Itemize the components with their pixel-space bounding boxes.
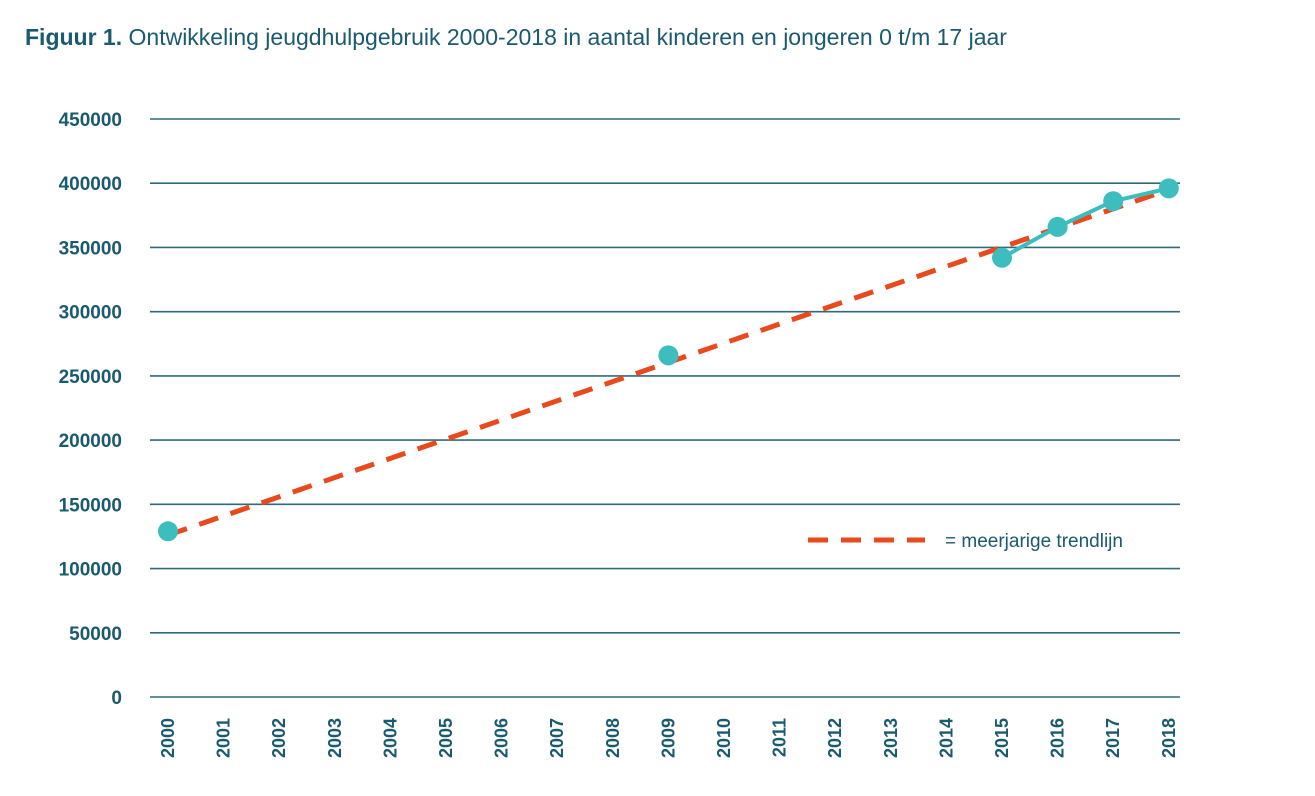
- x-tick-label: 2002: [269, 718, 289, 758]
- x-tick-label: 2014: [936, 718, 956, 758]
- x-tick-label: 2017: [1103, 718, 1123, 758]
- data-point-2015: [992, 247, 1012, 268]
- x-tick-label: 2006: [492, 718, 512, 758]
- x-tick-label: 2018: [1159, 718, 1179, 758]
- y-tick-label: 50000: [69, 624, 122, 645]
- legend-trend-label: = meerjarige trendlijn: [945, 531, 1123, 552]
- x-tick-label: 2009: [658, 718, 678, 758]
- figure-label: Figuur 1.: [25, 24, 123, 50]
- x-tick-label: 2012: [825, 718, 845, 758]
- y-tick-label: 200000: [59, 431, 122, 452]
- y-tick-label: 250000: [59, 367, 122, 388]
- y-tick-label: 400000: [59, 174, 122, 195]
- figure-title: Figuur 1. Ontwikkeling jeugdhulpgebruik …: [25, 24, 1007, 51]
- legend: = meerjarige trendlijn: [808, 531, 1123, 552]
- x-tick-label: 2010: [714, 718, 734, 758]
- x-axis-ticks: 2000 2001 2002 2003 2004 2005 2006 2007 2008 2009…: [158, 718, 1179, 758]
- x-tick-label: 2000: [158, 718, 178, 758]
- y-tick-label: 350000: [59, 238, 122, 259]
- x-tick-label: 2007: [547, 718, 567, 758]
- y-axis-ticks: 450000 400000 350000 300000 250000 200000 1500…: [59, 110, 122, 709]
- y-tick-label: 450000: [59, 110, 122, 131]
- data-point-2000: [158, 521, 178, 542]
- series-line: [1001, 186, 1170, 260]
- y-tick-label: 100000: [59, 560, 122, 581]
- data-series-group: [158, 178, 1179, 542]
- data-point-2016: [1047, 216, 1068, 237]
- x-tick-label: 2008: [603, 718, 623, 758]
- y-tick-label: 150000: [59, 495, 122, 516]
- x-tick-label: 2001: [214, 718, 234, 758]
- x-tick-label: 2003: [325, 718, 345, 758]
- data-point-2018: [1158, 178, 1179, 199]
- data-point-2009: [658, 345, 679, 366]
- x-tick-label: 2016: [1048, 718, 1068, 758]
- figure-caption: Ontwikkeling jeugdhulpgebruik 2000-2018 …: [128, 24, 1007, 50]
- y-tick-label: 300000: [59, 303, 122, 324]
- gridlines: [150, 118, 1180, 698]
- data-point-2017: [1103, 191, 1124, 212]
- x-tick-label: 2015: [992, 718, 1012, 758]
- x-tick-label: 2011: [770, 718, 790, 757]
- x-tick-label: 2004: [380, 718, 400, 758]
- x-tick-label: 2005: [436, 718, 456, 758]
- x-tick-label: 2013: [881, 718, 901, 758]
- y-tick-label: 0: [111, 688, 122, 709]
